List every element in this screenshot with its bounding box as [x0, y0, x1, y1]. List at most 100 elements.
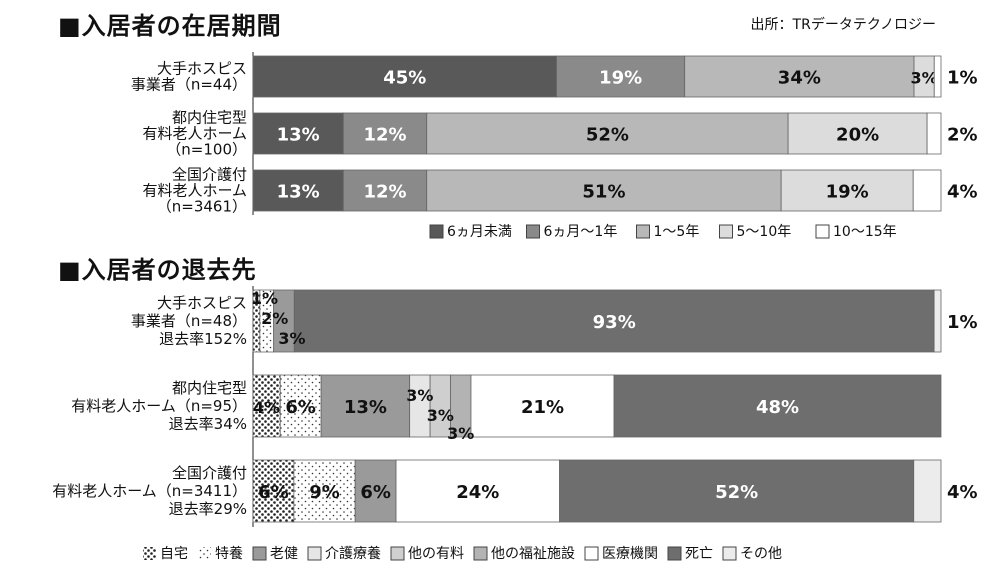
row-label: 都内住宅型 — [172, 379, 247, 397]
data-label: 52% — [715, 482, 758, 503]
legend-label: 老健 — [270, 546, 298, 562]
row-label: 退去率34% — [169, 415, 247, 433]
bar-segment — [912, 169, 942, 212]
row-label: （n=3461） — [157, 198, 247, 216]
source-note: 出所：TRデータテクノロジー — [750, 17, 936, 33]
data-label: 12% — [363, 125, 406, 146]
legend-swatch — [252, 546, 267, 561]
data-label: 6% — [258, 482, 289, 503]
data-label: 45% — [383, 68, 426, 89]
legend-label: 医療機関 — [602, 545, 658, 562]
legend-swatch — [667, 546, 682, 561]
bar-segment — [559, 459, 915, 523]
row-label: 大手ホスピス — [157, 294, 247, 312]
row-label: 大手ホスピス — [157, 60, 247, 78]
data-label: 4% — [253, 398, 280, 417]
bar-segment — [293, 289, 935, 353]
data-label: 2% — [947, 125, 978, 146]
legend-swatch — [722, 546, 737, 561]
bar-segment — [787, 112, 928, 155]
chart-title-move-out-destination: ■入居者の退去先 — [58, 256, 257, 284]
bar-segment — [395, 459, 560, 523]
data-label: 19% — [826, 182, 869, 203]
bar-segment — [279, 374, 322, 438]
row-label: 有料老人ホーム — [142, 125, 247, 143]
row-label: （n=100） — [166, 141, 247, 159]
data-label: 93% — [593, 312, 636, 333]
row-label: 退去率29% — [169, 500, 247, 518]
legend-label: 他の福祉施設 — [491, 546, 575, 562]
bar-segment — [613, 374, 942, 438]
data-label: 24% — [456, 482, 499, 503]
chart-title-residence-period: ■入居者の在居期間 — [58, 12, 282, 40]
legend-swatch — [636, 224, 650, 239]
bar-segment — [933, 55, 942, 98]
bar-segment — [780, 169, 914, 212]
legend-label: 6ヵ月〜1年 — [544, 224, 618, 240]
legend-label: 5〜10年 — [737, 224, 792, 240]
bar-segment — [933, 289, 942, 353]
row-label: 全国介護付 — [172, 166, 247, 184]
legend-label: 介護療養 — [325, 545, 381, 562]
bar-segment — [342, 112, 428, 155]
data-label: 13% — [277, 125, 320, 146]
legend-swatch — [198, 547, 211, 560]
row-label: 事業者（n=48） — [131, 312, 247, 330]
data-label: 3% — [911, 69, 938, 88]
bar-segment — [252, 112, 344, 155]
legend-label: 特養 — [215, 545, 243, 562]
bar-segment — [426, 112, 789, 155]
data-label: 12% — [363, 182, 406, 203]
legend-label: 10〜15年 — [833, 224, 897, 240]
data-label: 4% — [947, 482, 978, 503]
bar-segment — [252, 459, 295, 523]
row-label: 退去率152% — [159, 330, 247, 348]
row-label: 都内住宅型 — [172, 109, 247, 127]
legend-swatch — [473, 546, 488, 561]
data-label: 6% — [360, 482, 391, 503]
row-label: 有料老人ホーム — [142, 182, 247, 200]
data-label: 20% — [836, 125, 879, 146]
legend-label: 自宅 — [160, 546, 188, 562]
row-label: 全国介護付 — [172, 464, 247, 482]
bar-segment — [252, 169, 344, 212]
data-label: 48% — [756, 397, 799, 418]
data-label: 3% — [278, 329, 305, 348]
legend-label: 死亡 — [685, 546, 713, 562]
legend-swatch — [584, 546, 599, 561]
legend-swatch — [815, 224, 830, 239]
data-label: 2% — [261, 309, 288, 328]
bar-segment — [913, 459, 942, 523]
legend-swatch — [143, 547, 156, 560]
bar-segment — [684, 55, 915, 98]
data-label: 34% — [778, 68, 821, 89]
data-label: 9% — [309, 482, 340, 503]
bar-segment — [470, 374, 615, 438]
legend-label: その他 — [740, 546, 782, 562]
data-label: 3% — [406, 386, 433, 405]
legend-label: 6ヵ月未満 — [447, 224, 512, 240]
row-label: 有料老人ホーム（n=95） — [71, 397, 247, 415]
bar-segment — [926, 112, 942, 155]
row-label: 有料老人ホーム（n=3411） — [52, 482, 247, 500]
legend-swatch — [719, 224, 733, 239]
data-label: 3% — [447, 424, 474, 443]
legend-swatch — [307, 546, 322, 561]
data-label: 1% — [947, 68, 978, 89]
bar-segment — [426, 169, 782, 212]
legend-label: 他の有料 — [408, 546, 464, 562]
bar-segment — [342, 169, 428, 212]
bar-segment — [320, 374, 411, 438]
data-label: 13% — [277, 182, 320, 203]
data-label: 21% — [521, 397, 564, 418]
data-label: 52% — [586, 125, 629, 146]
data-label: 4% — [947, 182, 978, 203]
data-label: 1% — [947, 312, 978, 333]
legend-swatch — [429, 224, 444, 239]
row-label: 事業者（n=44） — [131, 76, 247, 94]
data-label: 13% — [344, 397, 387, 418]
data-label: 51% — [582, 182, 625, 203]
data-label: 3% — [427, 406, 454, 425]
